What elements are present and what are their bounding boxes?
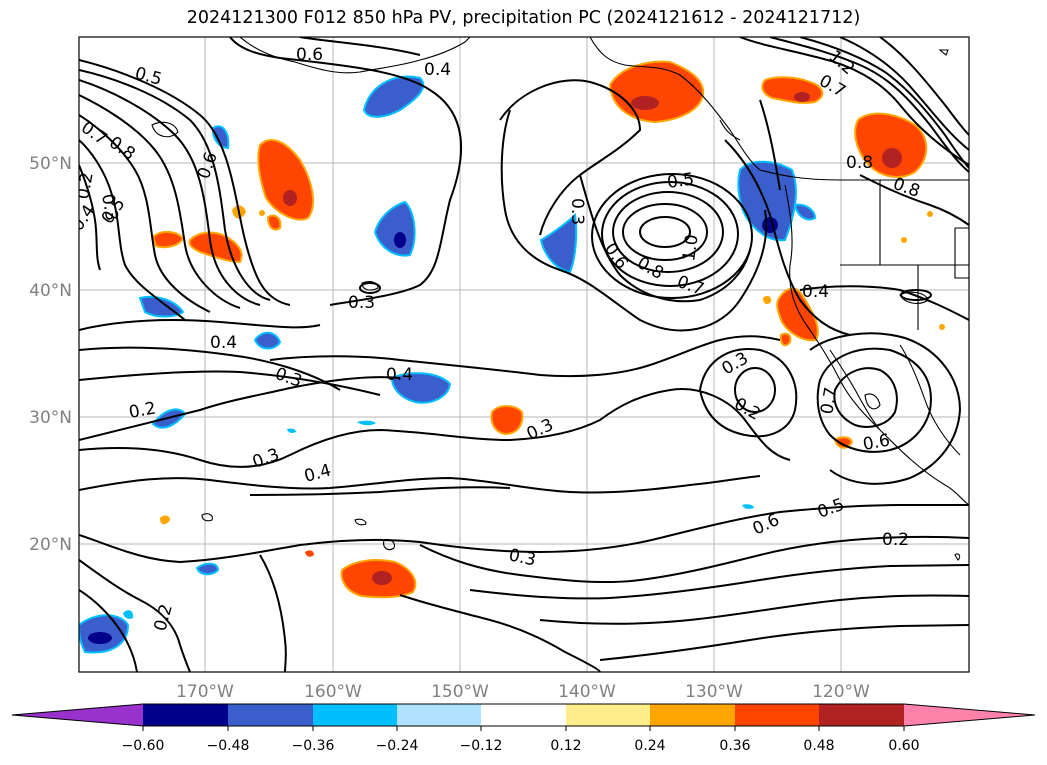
contour-label: 0.5 (666, 169, 696, 193)
contour-label: 0.2 (127, 399, 157, 423)
colorbar-tick-label: −0.12 (460, 738, 503, 754)
lon-label: 170°W (176, 682, 234, 702)
colorbar-extend-left (12, 704, 143, 726)
figure-title: 2024121300 F012 850 hPa PV, precipitatio… (186, 8, 861, 28)
contour-label: 0.6 (861, 431, 891, 455)
lon-label: 130°W (685, 682, 743, 702)
colorbar-tick-label: −0.60 (122, 738, 165, 754)
colorbar-tick-label: 0.48 (803, 738, 834, 754)
contour-label: 0.6 (296, 45, 323, 65)
colorbar-segment (397, 704, 481, 726)
longitude-labels: 170°W 160°W 150°W 140°W 130°W 120°W (176, 682, 870, 702)
lon-label: 150°W (431, 682, 489, 702)
colorbar-tick-label: 0.60 (888, 738, 919, 754)
colorbar-ticks (142, 726, 905, 731)
map-content: 0.6 0.4 0.5 0.7 0.8 0.2 0.3 0.4 0.5 0.6 … (73, 37, 969, 672)
lon-label: 160°W (304, 682, 362, 702)
colorbar-segment (566, 704, 650, 726)
contour-label: 0.4 (424, 60, 451, 80)
lat-label: 40°N (29, 281, 72, 301)
colorbar: −0.60 −0.48 −0.36 −0.24 −0.12 0.12 0.24 … (11, 703, 1036, 754)
contour-label: 0.2 (73, 171, 97, 201)
colorbar-segment (228, 704, 313, 726)
lat-label: 50°N (29, 154, 72, 174)
contour-label: 1.0 (679, 233, 703, 263)
contour-label: 0.3 (348, 293, 375, 313)
contour-label: 0.2 (882, 530, 909, 550)
contour-label: 0.3 (97, 192, 121, 222)
lon-label: 140°W (558, 682, 616, 702)
colorbar-tick-label: −0.24 (376, 738, 419, 754)
contour-label: 0.4 (210, 333, 237, 353)
colorbar-tick-label: −0.36 (292, 738, 335, 754)
contour-label: 0.3 (567, 198, 587, 225)
colorbar-segment (143, 704, 228, 726)
colorbar-tick-labels: −0.60 −0.48 −0.36 −0.24 −0.12 0.12 0.24 … (122, 738, 920, 754)
latitude-labels: 50°N 40°N 30°N 20°N (29, 154, 72, 555)
colorbar-extend-right (904, 704, 1035, 726)
lat-label: 30°N (29, 408, 72, 428)
contour-label: 0.8 (846, 153, 873, 173)
pv-contours (79, 37, 969, 672)
colorbar-segment (481, 704, 566, 726)
colorbar-tick-label: 0.36 (719, 738, 750, 754)
colorbar-tick-label: 0.24 (634, 738, 665, 754)
colorbar-tick-label: −0.48 (207, 738, 250, 754)
colorbar-tick-label: 0.12 (550, 738, 581, 754)
map-frame (78, 36, 970, 673)
lon-label: 120°W (812, 682, 870, 702)
contour-label: 0.4 (386, 365, 413, 385)
colorbar-segment (819, 704, 904, 726)
contour-label: 0.7 (817, 386, 841, 416)
colorbar-segment (650, 704, 735, 726)
colorbar-segment (735, 704, 819, 726)
contour-label: 0.4 (802, 282, 829, 302)
lat-label: 20°N (29, 535, 72, 555)
colorbar-segment (313, 704, 397, 726)
